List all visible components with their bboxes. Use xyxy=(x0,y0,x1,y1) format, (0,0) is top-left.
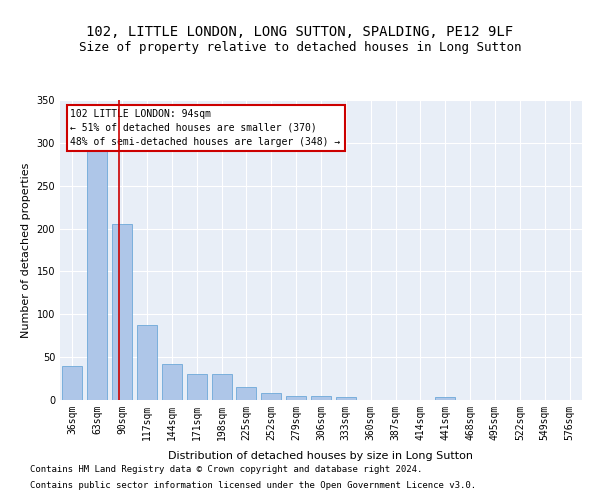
Bar xyxy=(311,396,331,400)
Bar xyxy=(336,398,356,400)
Bar xyxy=(112,224,132,400)
Text: Contains public sector information licensed under the Open Government Licence v3: Contains public sector information licen… xyxy=(30,480,476,490)
Bar xyxy=(436,398,455,400)
Bar xyxy=(236,387,256,400)
Text: 102, LITTLE LONDON, LONG SUTTON, SPALDING, PE12 9LF: 102, LITTLE LONDON, LONG SUTTON, SPALDIN… xyxy=(86,26,514,40)
Text: Contains HM Land Registry data © Crown copyright and database right 2024.: Contains HM Land Registry data © Crown c… xyxy=(30,466,422,474)
Bar xyxy=(62,366,82,400)
Bar xyxy=(286,396,306,400)
Bar xyxy=(88,152,107,400)
Bar xyxy=(262,393,281,400)
X-axis label: Distribution of detached houses by size in Long Sutton: Distribution of detached houses by size … xyxy=(169,451,473,461)
Bar xyxy=(187,374,206,400)
Text: 102 LITTLE LONDON: 94sqm
← 51% of detached houses are smaller (370)
48% of semi-: 102 LITTLE LONDON: 94sqm ← 51% of detach… xyxy=(70,109,341,147)
Y-axis label: Number of detached properties: Number of detached properties xyxy=(21,162,31,338)
Bar xyxy=(162,364,182,400)
Text: Size of property relative to detached houses in Long Sutton: Size of property relative to detached ho… xyxy=(79,41,521,54)
Bar xyxy=(212,374,232,400)
Bar xyxy=(137,326,157,400)
